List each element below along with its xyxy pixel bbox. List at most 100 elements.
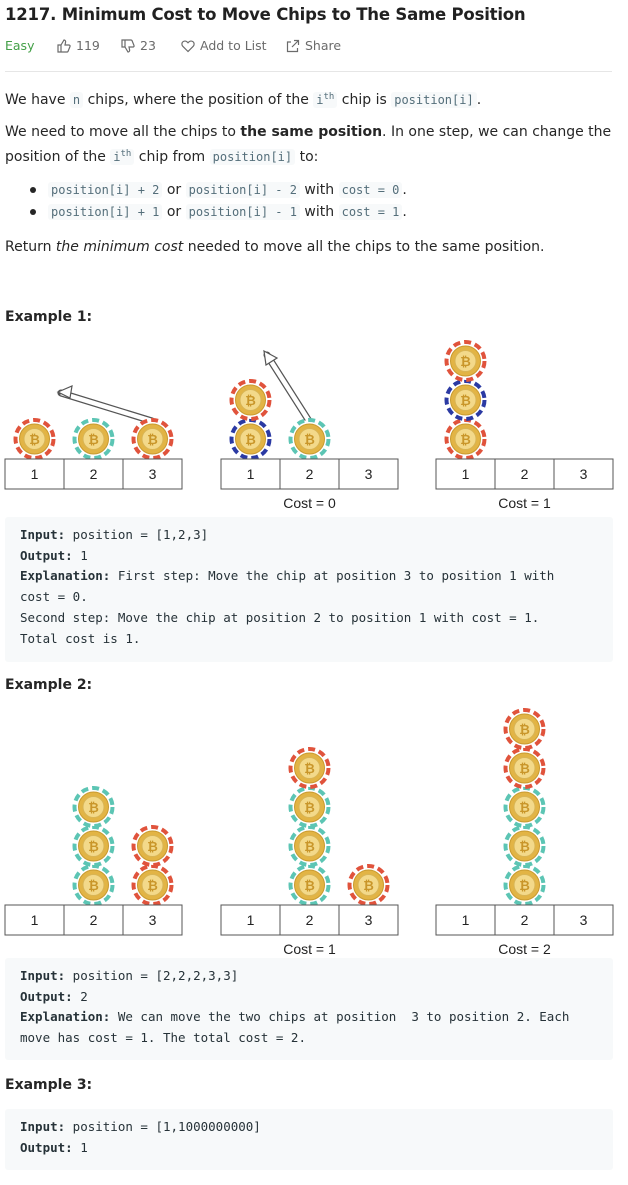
cost-label: Cost = 1 [283,941,336,957]
cost-label: Cost = 1 [498,495,551,511]
position-cell-label: 1 [462,466,470,482]
list-item: position[i] + 1 or position[i] - 1 with … [30,201,407,223]
like-count: 119 [76,38,100,53]
position-cell [279,458,340,490]
position-cell-label: 2 [306,466,314,482]
svg-text:₿: ₿ [363,879,374,894]
example-3-heading: Example 3: [5,1077,93,1093]
svg-text:₿: ₿ [147,879,158,894]
add-to-list-label: Add to List [200,38,267,53]
difficulty-badge: Easy [5,38,35,53]
bitcoin-chip-icon: ₿ [503,708,546,750]
position-cell-label: 2 [90,912,98,928]
position-cell-label: 3 [149,466,157,482]
svg-text:₿: ₿ [460,355,471,370]
svg-text:₿: ₿ [29,433,40,448]
position-cell [279,904,340,936]
problem-title: 1217. Minimum Cost to Move Chips to The … [5,5,526,24]
example-1-code-block: Input: position = [1,2,3] Output: 1 Expl… [5,517,613,662]
inline-code-position: position[i] [391,92,477,108]
svg-text:₿: ₿ [245,433,256,448]
heart-icon [181,39,195,53]
thumbs-up-icon [57,38,71,53]
position-cell [494,904,555,936]
position-cell [338,458,399,490]
svg-text:₿: ₿ [304,433,315,448]
position-cell [553,458,614,490]
example-2-code-block: Input: position = [2,2,2,3,3] Output: 2 … [5,958,613,1060]
svg-text:₿: ₿ [304,801,315,816]
inline-code-i: ith [110,149,135,165]
bitcoin-chip-icon: ₿ [347,864,390,906]
example-1-figure: ₿ ₿ ₿ 1 2 3 ₿ ₿ ₿ 1 2 3 Cost = 0 ₿ ₿ ₿ 1 2 3 Cost = 1 [4,340,614,511]
bitcoin-chip-icon: ₿ [444,340,487,382]
position-cell-label: 3 [149,912,157,928]
svg-text:₿: ₿ [519,762,530,777]
svg-text:₿: ₿ [88,433,99,448]
like-button[interactable]: 119 [57,38,100,53]
position-cell-label: 1 [31,912,39,928]
svg-text:₿: ₿ [460,433,471,448]
svg-text:₿: ₿ [519,879,530,894]
position-cell-label: 3 [580,466,588,482]
svg-text:₿: ₿ [147,433,158,448]
position-cell [122,458,183,490]
svg-text:₿: ₿ [88,801,99,816]
bitcoin-chip-icon: ₿ [503,786,546,828]
share-button[interactable]: Share [286,38,341,53]
position-cell [553,904,614,936]
dislike-count: 23 [140,38,156,53]
position-cell-label: 2 [521,912,529,928]
bitcoin-chip-icon: ₿ [503,747,546,789]
example-3-code-block: Input: position = [1,1000000000] Output:… [5,1109,613,1170]
move-rules-list: position[i] + 2 or position[i] - 2 with … [30,179,407,223]
position-cell [494,458,555,490]
svg-text:₿: ₿ [88,840,99,855]
bitcoin-chip-icon: ₿ [72,418,115,460]
bitcoin-chip-icon: ₿ [13,418,56,460]
bitcoin-chip-icon: ₿ [288,418,331,460]
bitcoin-chip-icon: ₿ [131,418,174,460]
position-cell [435,458,496,490]
position-cell [220,458,281,490]
position-cell-label: 2 [90,466,98,482]
svg-text:₿: ₿ [519,801,530,816]
bitcoin-chip-icon: ₿ [288,747,331,789]
position-cell [338,904,399,936]
position-cell-label: 1 [31,466,39,482]
bitcoin-chip-icon: ₿ [229,418,272,460]
move-arrow-3-to-1 [56,385,156,425]
example-2-heading: Example 2: [5,677,93,693]
header-divider [5,71,612,72]
bitcoin-chip-icon: ₿ [131,864,174,906]
svg-text:₿: ₿ [304,879,315,894]
bitcoin-chip-icon: ₿ [72,864,115,906]
svg-text:₿: ₿ [147,840,158,855]
description-paragraph-1: We have n chips, where the position of t… [5,92,482,108]
bitcoin-chip-icon: ₿ [288,786,331,828]
position-cell-label: 1 [462,912,470,928]
bitcoin-chip-icon: ₿ [131,825,174,867]
svg-text:₿: ₿ [519,723,530,738]
dislike-button[interactable]: 23 [121,38,156,53]
svg-text:₿: ₿ [88,879,99,894]
position-cell-label: 2 [521,466,529,482]
bitcoin-chip-icon: ₿ [444,418,487,460]
bitcoin-chip-icon: ₿ [288,825,331,867]
add-to-list-button[interactable]: Add to List [181,38,267,53]
move-arrow-2-to-1 [263,349,313,425]
inline-code-position: position[i] [209,149,296,165]
position-cell [4,458,65,490]
inline-code-i: ith [313,92,338,108]
cost-label: Cost = 0 [283,495,336,511]
share-label: Share [305,38,342,53]
position-cell-label: 2 [306,912,314,928]
list-item: position[i] + 2 or position[i] - 2 with … [30,179,407,201]
position-cell-label: 3 [365,466,373,482]
cost-label: Cost = 2 [498,941,551,957]
description-paragraph-2: We need to move all the chips to the sam… [5,124,612,165]
thumbs-down-icon [121,38,135,53]
bitcoin-chip-icon: ₿ [229,379,272,421]
description-paragraph-3: Return the minimum cost needed to move a… [5,239,545,255]
bitcoin-chip-icon: ₿ [288,864,331,906]
